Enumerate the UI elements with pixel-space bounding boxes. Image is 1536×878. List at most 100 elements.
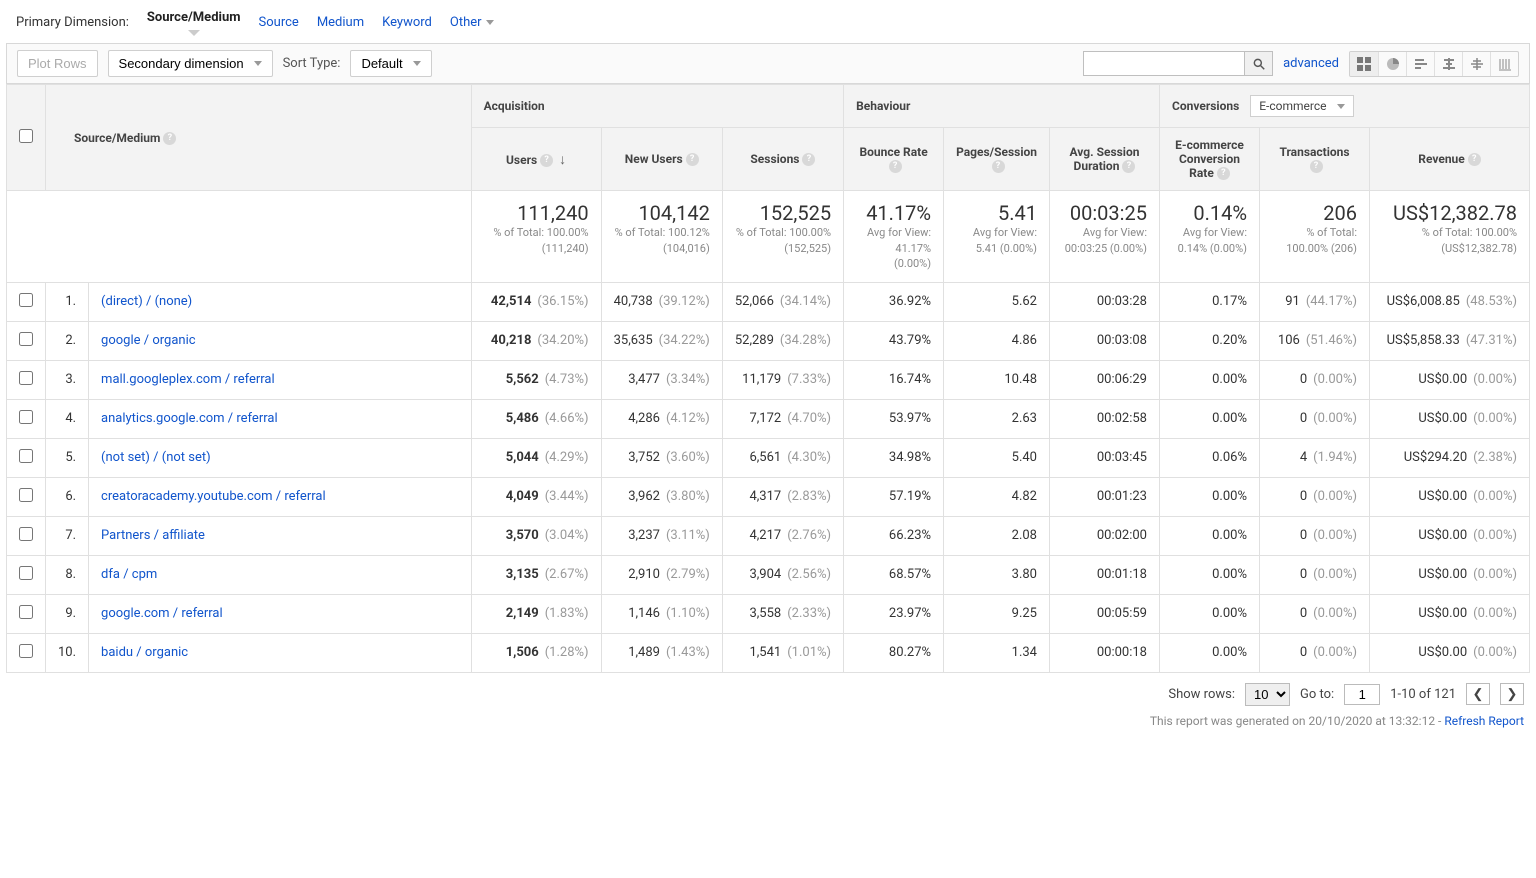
help-icon[interactable]: ?	[686, 153, 699, 166]
table-toolbar: Plot Rows Secondary dimension Sort Type:…	[6, 43, 1530, 84]
row-index: 7.	[46, 516, 89, 555]
row-index: 10.	[46, 633, 89, 672]
row-checkbox[interactable]	[19, 332, 33, 346]
refresh-report-link[interactable]: Refresh Report	[1444, 714, 1524, 728]
row-checkbox[interactable]	[19, 566, 33, 580]
view-cloud-icon[interactable]	[1462, 52, 1490, 76]
help-icon[interactable]: ?	[540, 154, 553, 167]
view-pivot-icon[interactable]	[1490, 52, 1518, 76]
source-link[interactable]: google.com / referral	[101, 606, 223, 621]
table-row: 3. mall.googleplex.com / referral 5,562(…	[7, 360, 1530, 399]
primary-dim-other[interactable]: Other	[450, 15, 494, 30]
advanced-link[interactable]: advanced	[1283, 56, 1339, 71]
row-checkbox[interactable]	[19, 527, 33, 541]
primary-dim-keyword[interactable]: Keyword	[382, 15, 432, 30]
row-checkbox[interactable]	[19, 410, 33, 424]
search-input[interactable]	[1084, 52, 1244, 75]
row-source: Partners / affiliate	[89, 516, 472, 555]
row-checkbox[interactable]	[19, 644, 33, 658]
pagination: Show rows: 10 Go to: 1-10 of 121 ❮ ❯	[0, 673, 1536, 710]
table-row: 10. baidu / organic 1,506(1.28%) 1,489(1…	[7, 633, 1530, 672]
col-duration[interactable]: Avg. Session Duration?	[1050, 128, 1160, 191]
row-source: dfa / cpm	[89, 555, 472, 594]
col-users[interactable]: Users?↓	[471, 128, 601, 191]
row-index: 6.	[46, 477, 89, 516]
row-checkbox[interactable]	[19, 293, 33, 307]
view-bar-icon[interactable]	[1406, 52, 1434, 76]
row-source: baidu / organic	[89, 633, 472, 672]
row-checkbox[interactable]	[19, 605, 33, 619]
pager-range: 1-10 of 121	[1390, 687, 1456, 702]
group-behaviour: Behaviour	[844, 85, 1160, 128]
col-conv-rate[interactable]: E-commerce Conversion Rate?	[1160, 128, 1260, 191]
row-source: creatoracademy.youtube.com / referral	[89, 477, 472, 516]
sort-type-label: Sort Type:	[283, 56, 341, 71]
sort-type-button[interactable]: Default	[350, 50, 431, 77]
chevron-down-icon	[1337, 104, 1345, 109]
source-link[interactable]: (not set) / (not set)	[101, 450, 211, 465]
table-row: 8. dfa / cpm 3,135(2.67%) 2,910(2.79%) 3…	[7, 555, 1530, 594]
row-source: analytics.google.com / referral	[89, 399, 472, 438]
view-switcher	[1349, 51, 1519, 77]
row-source: (not set) / (not set)	[89, 438, 472, 477]
row-index: 9.	[46, 594, 89, 633]
help-icon[interactable]: ?	[802, 153, 815, 166]
col-bounce[interactable]: Bounce Rate?	[844, 128, 944, 191]
help-icon[interactable]: ?	[889, 160, 902, 173]
col-revenue[interactable]: Revenue?	[1370, 128, 1530, 191]
col-transactions[interactable]: Transactions?	[1260, 128, 1370, 191]
chevron-down-icon	[254, 61, 262, 66]
source-link[interactable]: google / organic	[101, 333, 196, 348]
sort-down-icon: ↓	[559, 152, 566, 168]
primary-dim-label: Primary Dimension:	[16, 15, 129, 30]
help-icon[interactable]: ?	[1310, 160, 1323, 173]
go-to-input[interactable]	[1344, 684, 1380, 705]
search-button[interactable]	[1244, 52, 1272, 75]
primary-dim-medium[interactable]: Medium	[317, 15, 364, 30]
help-icon[interactable]: ?	[1217, 167, 1230, 180]
help-icon[interactable]: ?	[163, 132, 176, 145]
data-table: Source/Medium? Acquisition Behaviour Con…	[6, 84, 1530, 673]
help-icon[interactable]: ?	[1122, 160, 1135, 173]
primary-dimension-bar: Primary Dimension: Source/Medium Source …	[0, 0, 1536, 35]
row-source: google.com / referral	[89, 594, 472, 633]
show-rows-select[interactable]: 10	[1245, 683, 1290, 706]
show-rows-label: Show rows:	[1168, 687, 1235, 702]
table-row: 6. creatoracademy.youtube.com / referral…	[7, 477, 1530, 516]
conversions-dropdown[interactable]: E-commerce	[1250, 95, 1353, 117]
row-index: 2.	[46, 321, 89, 360]
next-page-button[interactable]: ❯	[1500, 683, 1524, 705]
source-link[interactable]: (direct) / (none)	[101, 294, 192, 309]
primary-dim-active[interactable]: Source/Medium	[147, 10, 241, 35]
source-link[interactable]: dfa / cpm	[101, 567, 157, 582]
prev-page-button[interactable]: ❮	[1466, 683, 1490, 705]
col-new-users[interactable]: New Users?	[601, 128, 722, 191]
help-icon[interactable]: ?	[992, 160, 1005, 173]
row-checkbox[interactable]	[19, 371, 33, 385]
view-pie-icon[interactable]	[1378, 52, 1406, 76]
row-checkbox[interactable]	[19, 449, 33, 463]
row-index: 5.	[46, 438, 89, 477]
col-pps[interactable]: Pages/Session?	[944, 128, 1050, 191]
table-row: 9. google.com / referral 2,149(1.83%) 1,…	[7, 594, 1530, 633]
source-link[interactable]: analytics.google.com / referral	[101, 411, 278, 426]
row-checkbox[interactable]	[19, 488, 33, 502]
source-link[interactable]: mall.googleplex.com / referral	[101, 372, 275, 387]
table-row: 7. Partners / affiliate 3,570(3.04%) 3,2…	[7, 516, 1530, 555]
plot-rows-button[interactable]: Plot Rows	[17, 50, 98, 77]
source-link[interactable]: creatoracademy.youtube.com / referral	[101, 489, 326, 504]
primary-dim-source[interactable]: Source	[259, 15, 299, 30]
source-link[interactable]: baidu / organic	[101, 645, 188, 660]
table-row: 4. analytics.google.com / referral 5,486…	[7, 399, 1530, 438]
help-icon[interactable]: ?	[1468, 153, 1481, 166]
table-row: 1. (direct) / (none) 42,514(36.15%) 40,7…	[7, 282, 1530, 321]
col-source-medium[interactable]: Source/Medium?	[46, 85, 472, 191]
table-row: 5. (not set) / (not set) 5,044(4.29%) 3,…	[7, 438, 1530, 477]
select-all-checkbox[interactable]	[19, 129, 33, 143]
col-sessions[interactable]: Sessions?	[722, 128, 843, 191]
view-table-icon[interactable]	[1350, 52, 1378, 76]
secondary-dimension-button[interactable]: Secondary dimension	[108, 50, 273, 77]
view-comparison-icon[interactable]	[1434, 52, 1462, 76]
summary-row: 111,240% of Total: 100.00% (111,240) 104…	[7, 191, 1530, 282]
source-link[interactable]: Partners / affiliate	[101, 528, 205, 543]
